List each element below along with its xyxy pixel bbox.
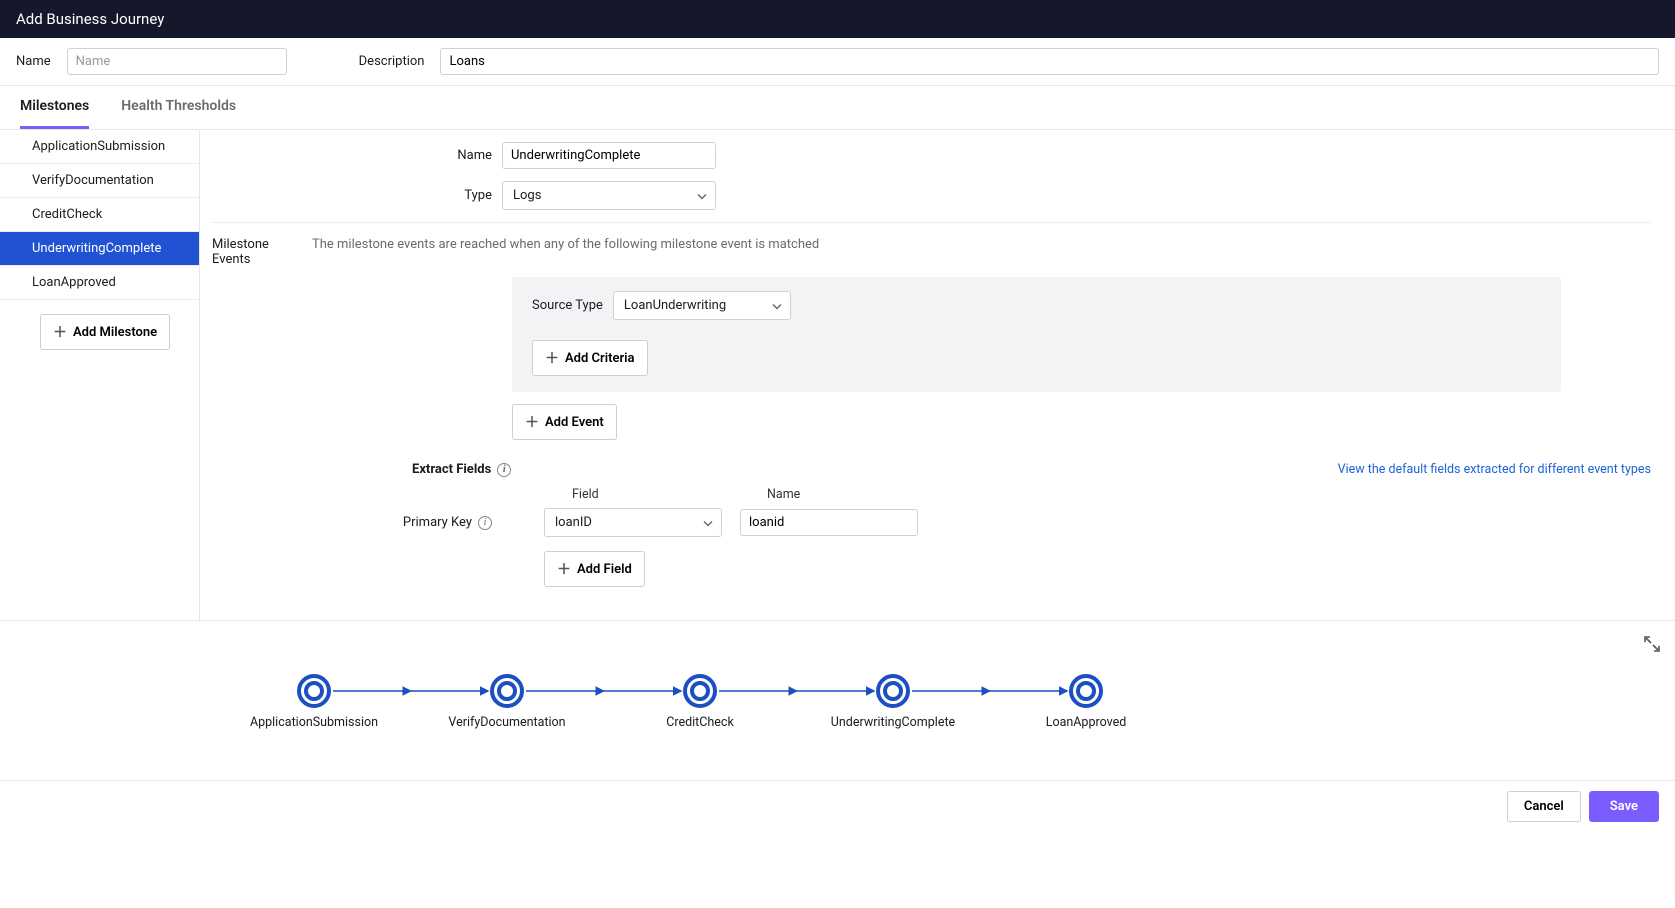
milestone-type-select[interactable]: Logs: [502, 181, 716, 210]
sidebar-item-verify-documentation[interactable]: VerifyDocumentation: [0, 164, 199, 198]
milestone-type-value: Logs: [513, 188, 541, 203]
milestone-event-block: Source Type LoanUnderwriting ＋ Add Crite…: [512, 277, 1561, 392]
primary-key-field-select[interactable]: loanID: [544, 508, 722, 537]
svg-text:UnderwritingComplete: UnderwritingComplete: [831, 715, 956, 730]
field-column-headers: Field Name: [502, 487, 1651, 502]
svg-text:VerifyDocumentation: VerifyDocumentation: [448, 715, 565, 730]
add-field-button[interactable]: ＋ Add Field: [544, 551, 645, 587]
add-criteria-button[interactable]: ＋ Add Criteria: [532, 340, 648, 376]
extract-fields-label: Extract Fields: [412, 462, 491, 477]
milestone-events-description: The milestone events are reached when an…: [312, 237, 819, 252]
svg-text:CreditCheck: CreditCheck: [666, 715, 734, 730]
description-label: Description: [359, 54, 425, 69]
tabs: Milestones Health Thresholds: [0, 86, 1675, 130]
chevron-down-icon: [697, 188, 707, 203]
journey-name-input[interactable]: [67, 48, 287, 75]
sidebar-item-application-submission[interactable]: ApplicationSubmission: [0, 130, 199, 164]
header-fields: Name Description: [0, 38, 1675, 86]
sidebar-item-underwriting-complete[interactable]: UnderwritingComplete: [0, 232, 199, 266]
journey-visualization: ApplicationSubmission VerifyDocumentation…: [0, 620, 1675, 780]
add-event-button[interactable]: ＋ Add Event: [512, 404, 617, 440]
svg-text:ApplicationSubmission: ApplicationSubmission: [250, 715, 378, 730]
add-event-label: Add Event: [545, 415, 604, 430]
chevron-down-icon: [703, 515, 713, 530]
milestone-detail: Name Type Logs Milestone Events The mile…: [200, 130, 1675, 620]
cancel-button[interactable]: Cancel: [1507, 791, 1581, 822]
page-title: Add Business Journey: [16, 10, 164, 28]
plus-icon: ＋: [53, 322, 67, 342]
info-icon[interactable]: i: [497, 463, 511, 477]
plus-icon: ＋: [557, 559, 571, 579]
default-fields-link[interactable]: View the default fields extracted for di…: [1338, 462, 1651, 477]
add-milestone-button[interactable]: ＋ Add Milestone: [40, 314, 170, 350]
add-criteria-label: Add Criteria: [565, 351, 635, 366]
chevron-down-icon: [772, 298, 782, 313]
source-type-value: LoanUnderwriting: [624, 298, 726, 313]
expand-icon[interactable]: [1643, 635, 1661, 657]
milestone-events-label: Milestone Events: [212, 237, 302, 267]
name-column-header: Name: [697, 487, 877, 502]
add-milestone-label: Add Milestone: [73, 325, 157, 340]
primary-key-label: Primary Key: [403, 515, 472, 530]
content: ApplicationSubmission VerifyDocumentatio…: [0, 130, 1675, 620]
detail-type-label: Type: [212, 188, 502, 203]
divider: [212, 222, 1651, 223]
tab-health-thresholds[interactable]: Health Thresholds: [121, 86, 236, 129]
milestone-sidebar: ApplicationSubmission VerifyDocumentatio…: [0, 130, 200, 620]
field-column-header: Field: [502, 487, 697, 502]
svg-text:LoanApproved: LoanApproved: [1046, 715, 1127, 730]
milestone-name-input[interactable]: [502, 142, 716, 169]
name-label: Name: [16, 54, 51, 69]
plus-icon: ＋: [545, 348, 559, 368]
source-type-select[interactable]: LoanUnderwriting: [613, 291, 791, 320]
primary-key-field-value: loanID: [555, 515, 592, 530]
save-button[interactable]: Save: [1589, 791, 1659, 822]
sidebar-item-loan-approved[interactable]: LoanApproved: [0, 266, 199, 300]
tab-milestones[interactable]: Milestones: [20, 86, 89, 129]
journey-flow-diagram: ApplicationSubmission VerifyDocumentation…: [0, 621, 1675, 780]
topbar: Add Business Journey: [0, 0, 1675, 38]
info-icon[interactable]: i: [478, 516, 492, 530]
footer: Cancel Save: [0, 780, 1675, 832]
source-type-label: Source Type: [532, 298, 603, 313]
plus-icon: ＋: [525, 412, 539, 432]
add-field-label: Add Field: [577, 562, 632, 577]
primary-key-name-input[interactable]: [740, 509, 918, 536]
detail-name-label: Name: [212, 148, 502, 163]
journey-description-input[interactable]: [440, 48, 1659, 75]
sidebar-item-credit-check[interactable]: CreditCheck: [0, 198, 199, 232]
